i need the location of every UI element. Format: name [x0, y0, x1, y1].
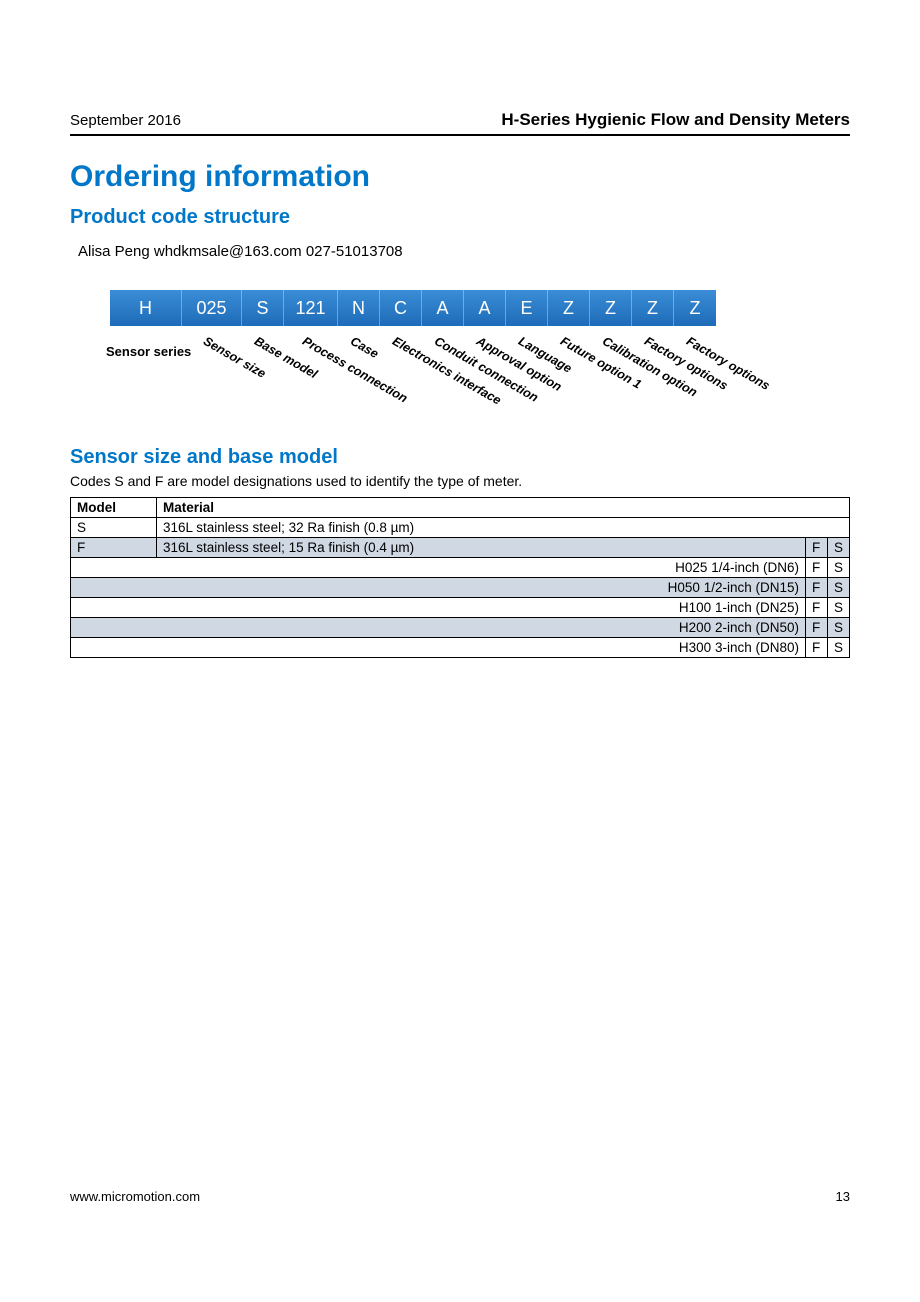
code-cell-6: A: [422, 290, 464, 326]
size-desc: H300 3-inch (DN80): [71, 638, 806, 658]
th-model: Model: [71, 498, 157, 518]
code-cell-2: S: [242, 290, 284, 326]
code-cell-11: Z: [632, 290, 674, 326]
page: September 2016 H-Series Hygienic Flow an…: [0, 0, 920, 1302]
page-footer: www.micromotion.com 13: [70, 1189, 850, 1204]
cell-f: F: [805, 638, 827, 658]
cell-s: S: [827, 598, 849, 618]
th-material: Material: [157, 498, 850, 518]
code-cell-7: A: [464, 290, 506, 326]
contact-line: Alisa Peng whdkmsale@163.com 027-5101370…: [78, 243, 850, 260]
size-desc: H100 1-inch (DN25): [71, 598, 806, 618]
code-cell-12: Z: [674, 290, 716, 326]
model-code: F: [71, 538, 157, 558]
code-cell-10: Z: [590, 290, 632, 326]
cell-f: F: [805, 578, 827, 598]
cell-s: S: [827, 638, 849, 658]
code-cell-1: 025: [182, 290, 242, 326]
page-header: September 2016 H-Series Hygienic Flow an…: [70, 110, 850, 136]
cell-f: F: [805, 598, 827, 618]
footer-page-number: 13: [836, 1189, 850, 1204]
code-cell-0: H: [110, 290, 182, 326]
sensor-series-label: Sensor series: [106, 344, 191, 359]
cell-f: F: [805, 618, 827, 638]
cell-s: S: [827, 578, 849, 598]
footer-url: www.micromotion.com: [70, 1189, 200, 1204]
code-strip: H025S121NCAAEZZZZ: [110, 290, 850, 326]
cell-f: F: [805, 558, 827, 578]
section-note: Codes S and F are model designations use…: [70, 473, 850, 489]
header-product: H-Series Hygienic Flow and Density Meter…: [501, 110, 850, 130]
header-date: September 2016: [70, 112, 181, 129]
col-s-header: S: [827, 538, 849, 558]
col-f-header: F: [805, 538, 827, 558]
model-table: ModelMaterialS316L stainless steel; 32 R…: [70, 497, 850, 658]
code-cell-3: 121: [284, 290, 338, 326]
section-title: Sensor size and base model: [70, 446, 850, 469]
material-desc: 316L stainless steel; 15 Ra finish (0.4 …: [157, 538, 806, 558]
code-cell-9: Z: [548, 290, 590, 326]
page-title: Ordering information: [70, 160, 850, 194]
product-code-diagram: H025S121NCAAEZZZZ Sensor seriesSensor si…: [110, 290, 850, 326]
subtitle: Product code structure: [70, 206, 850, 229]
material-desc: 316L stainless steel; 32 Ra finish (0.8 …: [157, 518, 850, 538]
code-cell-8: E: [506, 290, 548, 326]
code-cell-4: N: [338, 290, 380, 326]
code-label-4: Case: [348, 334, 381, 361]
model-code: S: [71, 518, 157, 538]
size-desc: H025 1/4-inch (DN6): [71, 558, 806, 578]
code-cell-5: C: [380, 290, 422, 326]
size-desc: H200 2-inch (DN50): [71, 618, 806, 638]
size-desc: H050 1/2-inch (DN15): [71, 578, 806, 598]
cell-s: S: [827, 618, 849, 638]
cell-s: S: [827, 558, 849, 578]
